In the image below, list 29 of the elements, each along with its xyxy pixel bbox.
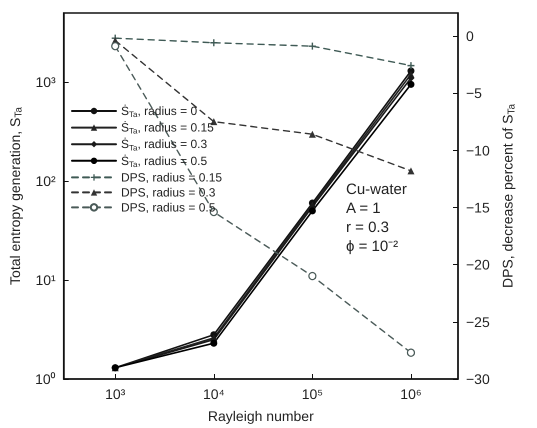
y-tick-label: 10² [35,173,56,190]
annotation: Cu-water [346,181,407,198]
y2-tick-label: −5 [466,85,482,102]
x-axis-title: Rayleigh number [208,408,314,424]
y2-tick-label: −10 [466,142,490,158]
point [407,74,414,82]
y2-tick-label: −15 [466,199,490,216]
point [210,340,218,347]
annotation: r = 0.3 [346,219,389,236]
legend-label: DPS, radius = 0.15 [121,170,222,184]
y2-axis-title: DPS, decrease percent of STa [500,104,518,288]
y2-tick-label: −30 [466,371,490,387]
annotation: A = 1 [346,200,381,217]
x-tick-label: 10⁶ [400,386,422,402]
point [407,80,414,88]
point [308,207,316,214]
x-tick-label: 10⁴ [203,386,225,402]
annotation: ϕ = 10⁻² [346,238,398,255]
y2-tick-label: −25 [466,314,490,330]
legend-label: DPS, radius = 0.5 [121,200,216,214]
x-tick-label: 10⁵ [302,386,324,402]
legend-label: DPS, radius = 0.3 [121,185,216,200]
y-axis-title: Total entropy generation, STa [7,106,25,285]
y-tick-label: 10³ [35,74,56,90]
y-tick-label: 10¹ [35,272,56,288]
y-tick-label: 10⁰ [35,371,56,387]
y2-tick-label: 0 [466,28,474,44]
y2-tick-label: −20 [466,256,490,273]
x-tick-label: 10³ [105,386,126,402]
